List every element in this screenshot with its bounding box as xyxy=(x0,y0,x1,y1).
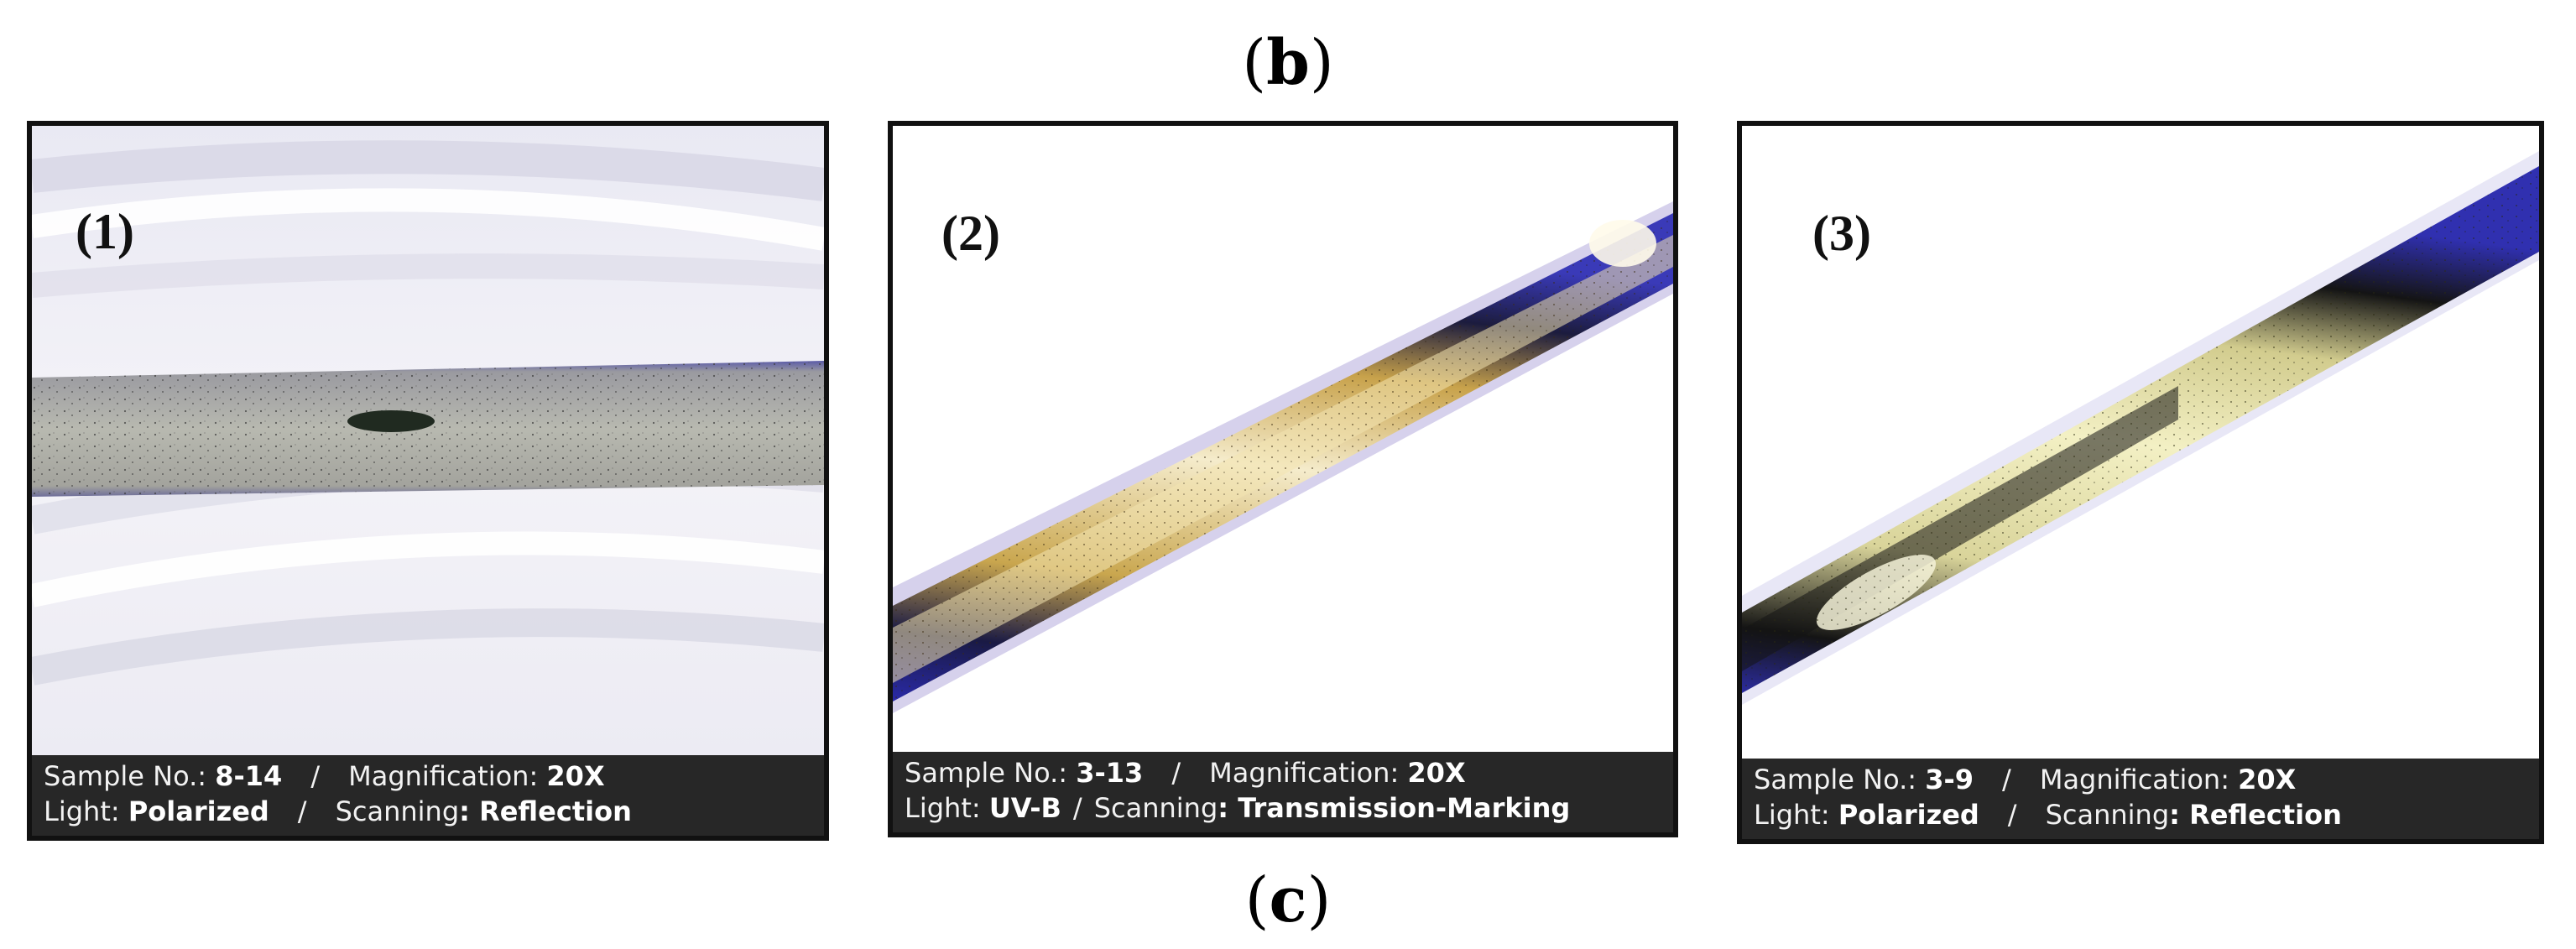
info-bar-1: Sample No.: 8-14 / Magnification: 20X Ligh… xyxy=(32,755,824,836)
info-bar-3: Sample No.: 3-9 / Magnification: 20X Light… xyxy=(1742,759,2539,839)
separator: / xyxy=(1072,792,1082,824)
sample-label: Sample No.: xyxy=(44,760,207,792)
micrograph-panel-2: (2) Sample No.: 3-13/Magnification: 20X … xyxy=(888,121,1678,837)
sample-value: 8-14 xyxy=(215,760,283,792)
separator: / xyxy=(2007,799,2017,831)
magnification-value: 20X xyxy=(1407,757,1466,789)
sample-label: Sample No.: xyxy=(1754,764,1917,795)
micrograph-image-2 xyxy=(893,126,1673,752)
scanning-value: : Reflection xyxy=(2169,799,2342,831)
hair-fiber-image-1 xyxy=(32,126,824,755)
magnification-value: 20X xyxy=(546,760,605,792)
light-label: Light: xyxy=(44,795,120,827)
micrograph-panel-3: (3) Sample No.: 3-9 / Magnification: 20X L… xyxy=(1737,121,2544,844)
separator: / xyxy=(310,760,321,792)
separator: / xyxy=(1171,757,1181,789)
caption-c: (c) xyxy=(1244,864,1332,936)
caption-c-letter: c xyxy=(1269,864,1307,936)
scanning-value: : Reflection xyxy=(459,795,632,827)
sample-value: 3-9 xyxy=(1925,764,1974,795)
scanning-label: Scanning xyxy=(1093,792,1218,824)
sample-label: Sample No.: xyxy=(905,757,1068,789)
micrograph-panel-1: (1) Sample No.: 8-14 / Magnification: 20X … xyxy=(27,121,829,841)
info-row-2a: Sample No.: 3-13 / Magnification: 20X xyxy=(905,755,1673,790)
separator: / xyxy=(297,795,307,827)
light-label: Light: xyxy=(905,792,981,824)
panel-label-2: (2) xyxy=(941,206,1000,261)
hair-fiber-image-2 xyxy=(893,126,1673,752)
light-value: Polarized xyxy=(128,795,269,827)
micrograph-image-3 xyxy=(1742,126,2539,759)
magnification-label: Magnification: xyxy=(2039,764,2229,795)
light-value: Polarized xyxy=(1838,799,1979,831)
info-row-3a: Sample No.: 3-9 / Magnification: 20X xyxy=(1754,762,2539,797)
caption-b-letter: b xyxy=(1266,27,1310,99)
magnification-value: 20X xyxy=(2238,764,2297,795)
panel-label-1: (1) xyxy=(76,204,134,259)
caption-b: (b) xyxy=(1242,27,1334,99)
scanning-value: : Transmission-Marking xyxy=(1218,792,1571,824)
light-value: UV-B xyxy=(988,792,1061,824)
separator: / xyxy=(2002,764,2011,795)
info-row-3b: Light: Polarized / Scanning: Reflection xyxy=(1754,797,2539,832)
scanning-label: Scanning xyxy=(2045,799,2170,831)
light-label: Light: xyxy=(1754,799,1830,831)
magnification-label: Magnification: xyxy=(348,760,539,792)
hair-fiber-image-3 xyxy=(1742,126,2539,759)
info-bar-2: Sample No.: 3-13/Magnification: 20X Ligh… xyxy=(893,752,1673,832)
info-row-2b: Light: UV-B / Scanning: Transmission-Marki… xyxy=(905,790,1673,826)
magnification-label: Magnification: xyxy=(1209,757,1400,789)
info-row-1a: Sample No.: 8-14 / Magnification: 20X xyxy=(44,759,824,794)
micrograph-image-1 xyxy=(32,126,824,755)
panel-label-3: (3) xyxy=(1812,206,1871,261)
sample-value: 3-13 xyxy=(1076,757,1144,789)
info-row-1b: Light: Polarized / Scanning: Reflection xyxy=(44,794,824,829)
scanning-label: Scanning xyxy=(335,795,460,827)
